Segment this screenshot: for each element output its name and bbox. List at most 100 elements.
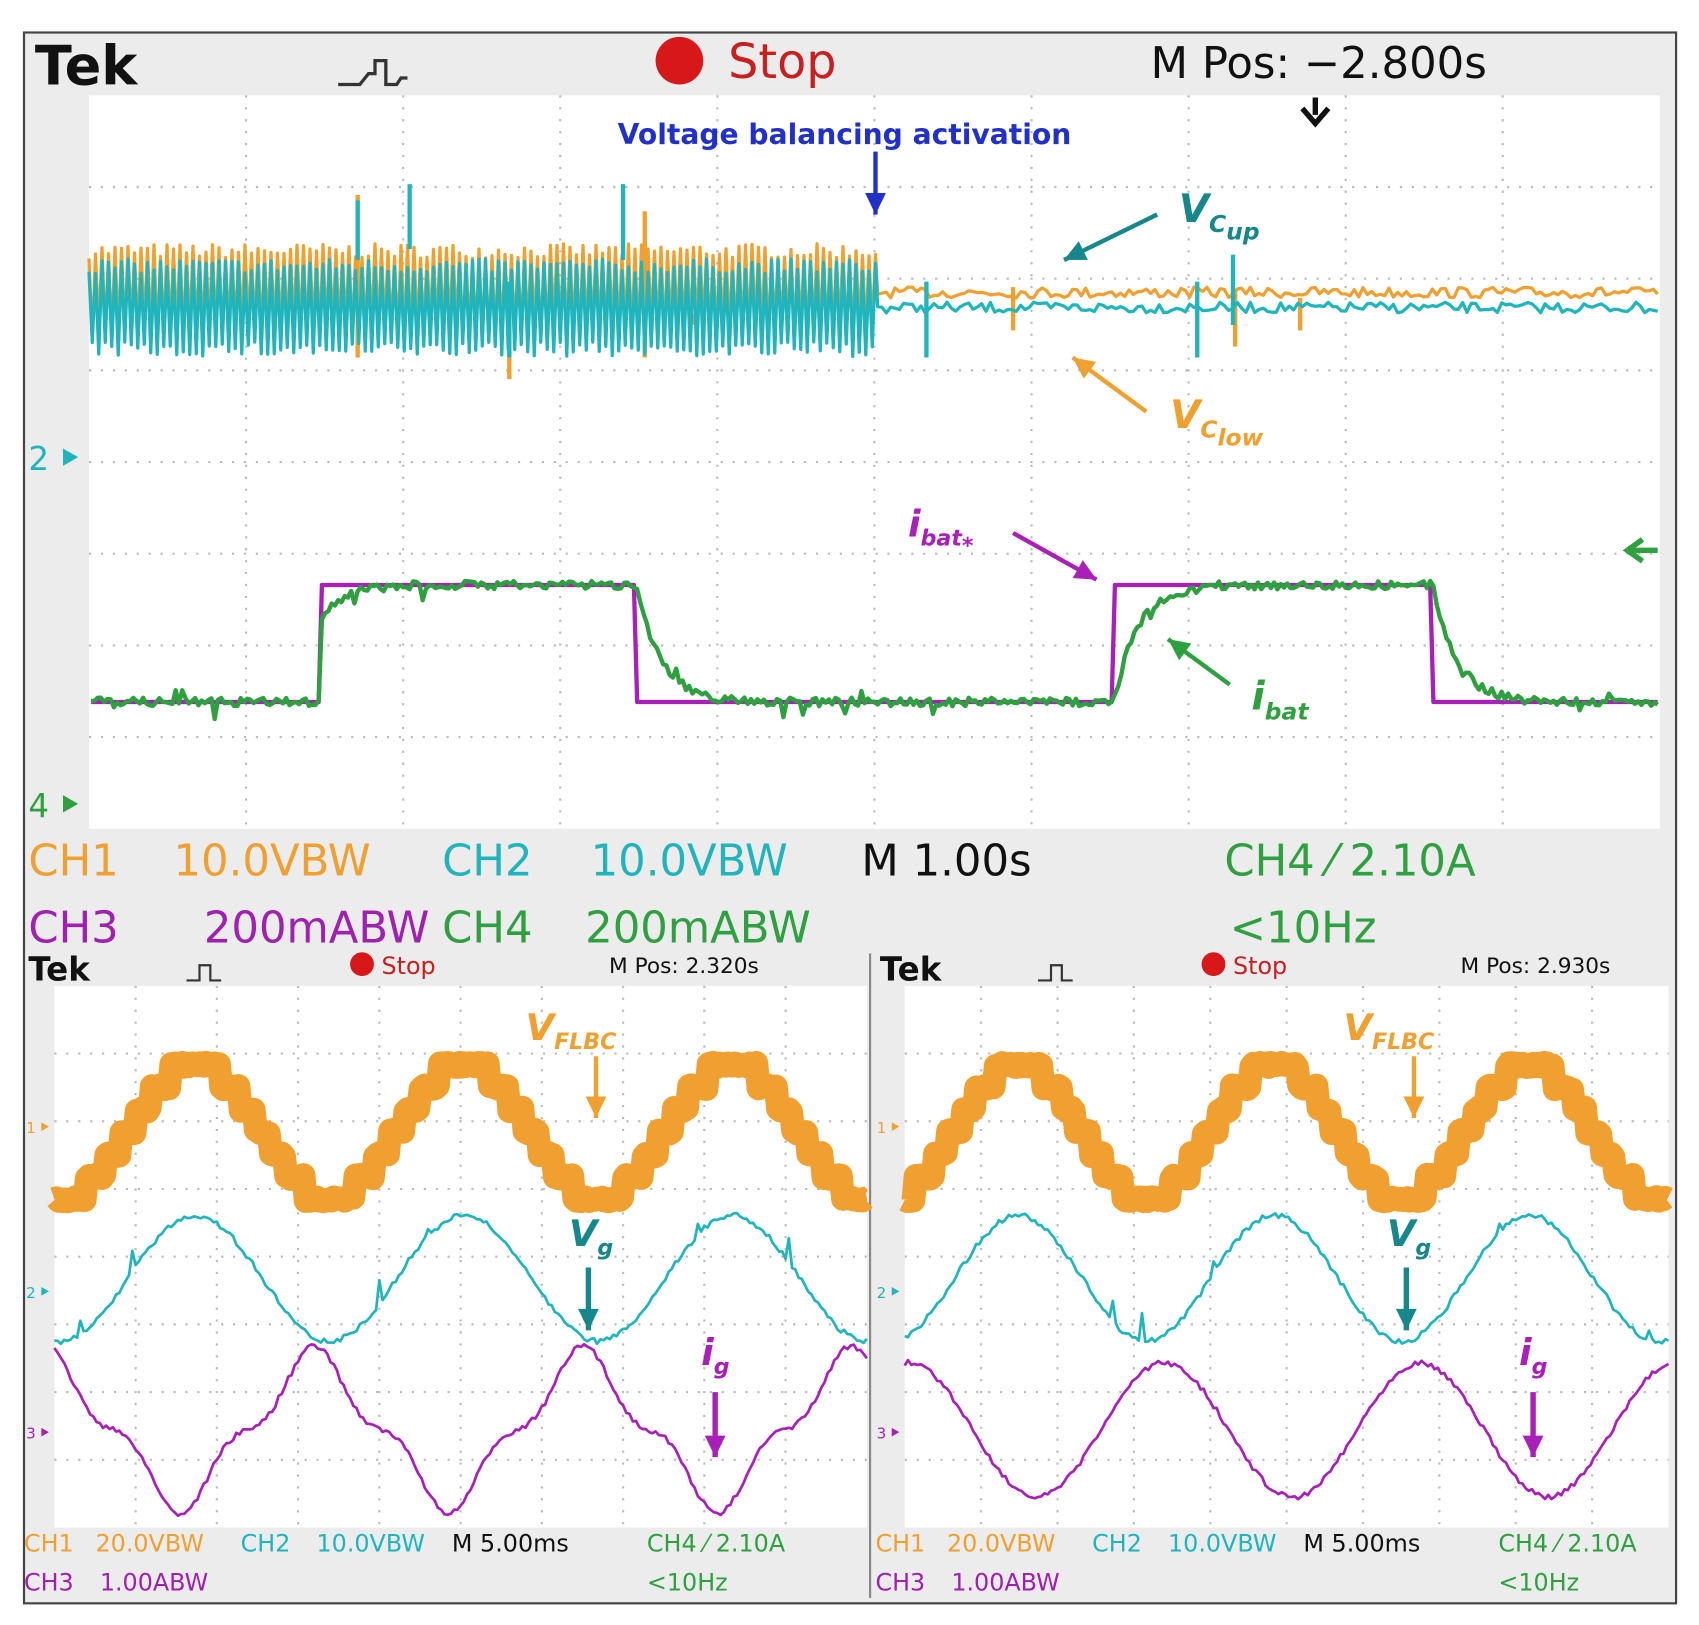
brand: Tek — [880, 950, 943, 988]
brand: Tek — [35, 34, 139, 97]
top-plot — [89, 95, 1660, 829]
label-part: FLBC — [1372, 1029, 1434, 1055]
readout: M 5.00ms — [1303, 1529, 1420, 1557]
arrow-head — [1403, 1096, 1425, 1118]
channel-marker: 4 — [28, 787, 49, 825]
trace — [90, 578, 1659, 722]
readout: CH1 — [24, 1529, 74, 1557]
channel-marker: 2 — [28, 440, 49, 478]
readout: CH3 — [28, 904, 118, 954]
stop-icon — [350, 952, 374, 977]
trigger-icon — [1038, 964, 1073, 982]
readout: 10.0VBW — [1168, 1529, 1276, 1557]
label-part: FLBC — [554, 1029, 616, 1055]
label-part: i — [701, 1331, 715, 1374]
marker-arrow — [41, 1122, 49, 1131]
status: Stop — [382, 952, 436, 980]
channel-marker: 2 — [877, 1284, 887, 1302]
readout: 10.0VBW — [174, 836, 371, 886]
label-vflbc: VFLBC — [526, 1006, 617, 1055]
arrow-head — [585, 1096, 607, 1118]
annotation: Voltage balancing activation — [618, 118, 1072, 151]
label-vg: Vg — [569, 1212, 614, 1261]
channel-marker: 3 — [26, 1425, 36, 1443]
channel-marker: 1 — [877, 1119, 887, 1137]
trigger-icon — [338, 59, 408, 87]
arrow-head — [704, 1435, 726, 1458]
arrow-head — [1072, 560, 1097, 580]
status: Stop — [728, 35, 836, 90]
m-pos: M Pos: 2.930s — [1461, 954, 1611, 979]
trace — [53, 1342, 868, 1518]
label-part: up — [1226, 218, 1259, 246]
trace — [54, 1211, 868, 1346]
readout: CH1 — [28, 836, 118, 886]
readout: CH4 — [442, 904, 532, 954]
label-part: V — [1179, 187, 1212, 232]
arrow-head — [578, 1308, 599, 1331]
readout: 20.0VBW — [96, 1529, 204, 1557]
trigger-arrow — [1300, 97, 1331, 128]
label-vflbc: VFLBC — [1344, 1006, 1435, 1055]
label-part: bat — [921, 525, 964, 551]
arrow-head — [1395, 1308, 1417, 1331]
m-pos: M Pos: 2.320s — [609, 954, 759, 979]
status: Stop — [1233, 952, 1287, 980]
readout: 10.0VBW — [317, 1529, 425, 1557]
label-part: i — [908, 502, 922, 545]
readout: CH3 — [876, 1568, 926, 1596]
trace — [87, 257, 1659, 359]
stop-icon — [1201, 952, 1226, 977]
arrow-head — [1072, 357, 1097, 379]
trigger-icon — [186, 964, 222, 982]
label-part: V — [526, 1006, 557, 1049]
channel-marker: 2 — [26, 1284, 36, 1302]
label-ibat-ref: ibat* — [908, 502, 974, 559]
marker-arrow — [63, 795, 79, 813]
stop-icon — [655, 36, 704, 85]
arrow-head — [1064, 241, 1088, 260]
readout: 1.00ABW — [951, 1568, 1059, 1596]
readout: CH4 ⁄ 2.10A — [1224, 836, 1476, 886]
readout: CH2 — [1092, 1529, 1142, 1557]
marker-arrow — [41, 1427, 49, 1437]
trace — [44, 1050, 877, 1214]
level-arrow — [1622, 537, 1658, 564]
trace — [903, 1358, 1670, 1501]
label-part: low — [1218, 423, 1264, 451]
label-part: g — [1415, 1235, 1431, 1261]
channel-marker: 1 — [26, 1119, 36, 1137]
label-vg: Vg — [1387, 1212, 1432, 1261]
readout: CH2 — [241, 1529, 291, 1557]
trace — [904, 1212, 1669, 1345]
readout: M 1.00s — [861, 836, 1031, 886]
label-ibat: ibat — [1251, 675, 1309, 726]
readout: <10Hz — [1230, 904, 1377, 954]
label-vcup: VCup — [1179, 187, 1260, 246]
label-part: * — [962, 533, 974, 559]
m-pos: M Pos: −2.800s — [1151, 39, 1487, 89]
marker-arrow — [891, 1122, 900, 1131]
label-part: V — [1170, 393, 1203, 438]
readout: CH3 — [24, 1568, 74, 1596]
label-part: g — [597, 1235, 613, 1261]
label-part: V — [569, 1212, 600, 1255]
label-part: V — [1344, 1006, 1375, 1049]
readout: CH4 ⁄ 2.10A — [647, 1529, 786, 1557]
label-part: C — [1200, 416, 1217, 444]
marker-arrow — [891, 1427, 900, 1437]
arrow-head — [1522, 1435, 1544, 1458]
label-part: i — [1519, 1331, 1533, 1374]
arrow-head — [865, 193, 886, 215]
readout: 200mABW — [204, 904, 430, 954]
trace — [895, 1050, 1678, 1214]
marker-arrow — [891, 1287, 900, 1296]
readout: M 5.00ms — [452, 1529, 569, 1557]
label-part: C — [1209, 210, 1226, 238]
label-part: V — [1387, 1212, 1418, 1255]
label-vclow: VClow — [1170, 393, 1263, 452]
readout: CH1 — [876, 1529, 926, 1557]
channel-marker: 3 — [877, 1425, 887, 1443]
readout: <10Hz — [1498, 1568, 1579, 1596]
